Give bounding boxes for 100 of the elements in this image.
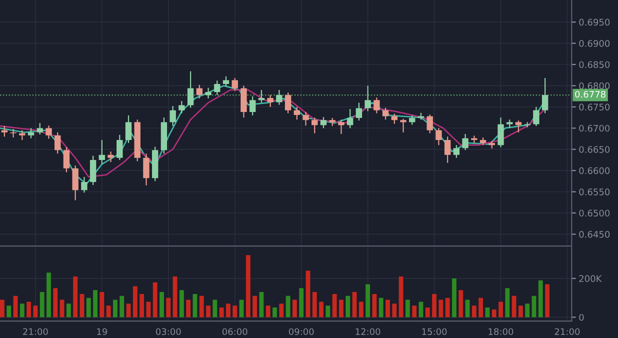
candlestick	[187, 70, 194, 108]
bar	[472, 306, 476, 318]
y-tick-label: 0.6600	[579, 167, 610, 174]
bar	[438, 300, 444, 318]
x-tick-label: 12:00	[356, 328, 380, 336]
y-tick-label: 0.6650	[579, 146, 610, 153]
bar	[498, 302, 503, 318]
bar	[445, 298, 450, 318]
bar	[405, 300, 410, 318]
candlestick	[533, 106, 540, 127]
candlestick	[338, 119, 344, 135]
bar	[392, 304, 397, 318]
candlestick	[240, 85, 247, 118]
bar	[40, 292, 44, 318]
bar	[179, 290, 184, 318]
bar	[299, 288, 304, 318]
bar	[525, 304, 530, 318]
ref-line-label: 0.6778	[575, 90, 606, 98]
candlestick	[232, 78, 238, 92]
bar	[246, 255, 250, 318]
x-tick-label: 06:00	[222, 328, 248, 336]
candlestick	[72, 164, 78, 201]
bar	[152, 282, 158, 318]
y-tick-label: 0.6450	[579, 230, 610, 238]
candlestick	[81, 176, 88, 194]
candlestick	[108, 150, 114, 163]
bar	[418, 302, 424, 318]
bar	[292, 300, 297, 318]
y-tick-label: 0	[579, 314, 584, 321]
candlestick	[54, 132, 61, 154]
bar	[326, 306, 330, 318]
bar	[212, 300, 218, 318]
candlestick	[170, 106, 176, 127]
bar	[312, 292, 317, 318]
candlestick	[382, 107, 389, 120]
bar	[458, 290, 464, 318]
y-tick-label: 0.6500	[579, 210, 610, 217]
bar	[319, 302, 324, 318]
candlestick	[98, 139, 106, 165]
y-tick-label: 0.6700	[579, 124, 610, 132]
y-tick-label: 0.6950	[579, 18, 610, 26]
bar	[412, 306, 417, 318]
bar	[252, 296, 258, 318]
bar	[132, 286, 138, 318]
bar	[160, 292, 164, 318]
bar	[538, 280, 543, 318]
x-tick-label: 21:00	[554, 328, 580, 336]
bar	[306, 270, 310, 318]
bar	[266, 306, 270, 318]
bar	[378, 298, 384, 318]
bar	[452, 278, 456, 318]
x-tick-label: 03:00	[156, 328, 181, 336]
candlestick	[426, 114, 433, 134]
bar	[545, 284, 550, 318]
bar	[332, 294, 337, 318]
candlestick	[125, 114, 132, 144]
bar	[0, 300, 4, 318]
bar	[86, 298, 91, 318]
bar	[113, 300, 118, 318]
y-tick-label: 0.6900	[579, 40, 610, 47]
candlestick	[63, 146, 70, 173]
candlestick	[312, 116, 318, 134]
y-tick-label: 0.6550	[579, 188, 610, 196]
candlestick	[356, 102, 362, 122]
x-tick-label: 15:00	[422, 328, 447, 336]
candlestick	[320, 116, 327, 129]
y-tick-label: 200K	[579, 275, 602, 282]
bar	[346, 296, 350, 318]
y-tick-label: 0.6750	[579, 104, 610, 110]
bar	[279, 304, 284, 318]
bar	[432, 294, 436, 318]
candlestick	[409, 114, 416, 126]
bar	[166, 298, 171, 318]
bar	[358, 302, 364, 318]
bar	[339, 300, 344, 318]
candlestick	[222, 76, 230, 88]
bar	[259, 292, 264, 318]
candlestick	[143, 153, 150, 186]
bar	[232, 306, 238, 318]
bar	[206, 306, 210, 318]
bar	[126, 304, 131, 318]
bar	[425, 308, 430, 318]
candlestick	[391, 113, 398, 124]
bar	[485, 308, 490, 318]
candlestick	[444, 136, 451, 164]
candlestick	[302, 111, 309, 126]
bar	[93, 290, 98, 318]
candlestick	[542, 78, 548, 114]
y-tick-label: 0.6800	[579, 82, 610, 90]
bar	[372, 294, 377, 318]
candlestick	[116, 134, 123, 160]
candlestick	[90, 155, 96, 186]
candlestick	[515, 120, 522, 133]
candlestick	[196, 84, 203, 99]
candlestick	[276, 89, 282, 106]
bar	[219, 308, 224, 318]
candlestick	[400, 118, 406, 133]
x-tick-label: 18:00	[488, 328, 514, 336]
bar	[66, 304, 71, 318]
candlestick	[374, 97, 380, 114]
